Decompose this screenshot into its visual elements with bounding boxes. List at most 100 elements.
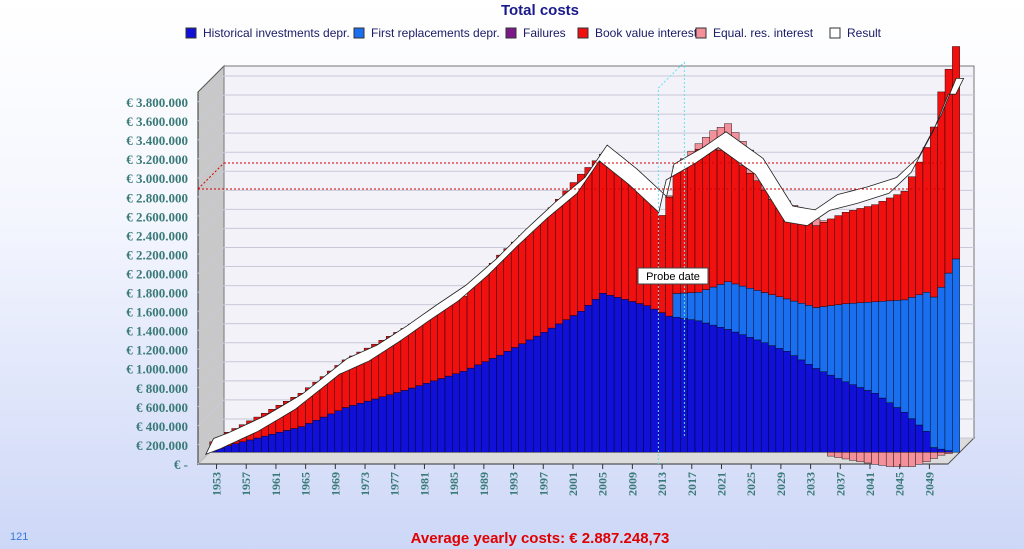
bar-historical-2011 (650, 308, 659, 453)
bar-book-interest-2019 (709, 149, 718, 288)
legend-item-3: Book value interest (577, 26, 698, 40)
bar-historical-1962 (290, 428, 299, 453)
legend-swatch-5 (829, 27, 841, 39)
xtick-label-14: 2009 (625, 472, 639, 496)
legend-swatch-0 (185, 27, 197, 39)
bar-historical-2045 (900, 412, 909, 453)
gridline-diag-4 (197, 361, 225, 389)
bar-book-interest-2039 (856, 208, 865, 303)
bar-book-interest-2042 (878, 201, 887, 302)
legend-swatch-1 (353, 27, 365, 39)
bar-book-interest-1982 (437, 308, 446, 379)
bar-equal-interest-2047 (915, 452, 924, 465)
bar-historical-2010 (643, 305, 652, 453)
bar-historical-2038 (849, 384, 857, 453)
bar-book-interest-2041 (871, 204, 880, 302)
bar-equal-interest-2042 (878, 452, 887, 466)
bar-historical-1988 (481, 361, 490, 453)
bar-replacement-2028 (775, 296, 784, 349)
bar-historical-2007 (621, 299, 630, 453)
ytick-label-12: € 2.400.000 (126, 228, 188, 243)
xtick-label-22: 2041 (863, 472, 877, 496)
bar-replacement-2041 (871, 301, 880, 394)
bar-book-interest-2007 (621, 172, 630, 300)
bar-historical-2047 (915, 424, 924, 453)
bar-book-interest-2045 (900, 191, 909, 301)
bar-historical-2026 (760, 342, 769, 453)
bar-book-interest-1991 (503, 248, 512, 352)
bar-replacement-2029 (783, 298, 791, 352)
bar-replacement-2018 (702, 289, 710, 324)
bar-historical-1983 (444, 375, 453, 453)
bar-replacement-2050 (937, 286, 946, 450)
bar-historical-1982 (437, 378, 446, 453)
bar-book-interest-1986 (466, 287, 475, 369)
legend-label-3: Book value interest (595, 26, 698, 40)
gridline-diag-13 (197, 189, 225, 217)
bar-book-interest-1997 (547, 207, 556, 329)
bar-equal-interest-2048 (922, 452, 931, 463)
bar-book-interest-1981 (430, 312, 438, 382)
bar-historical-1969 (341, 407, 350, 453)
bar-replacement-2037 (841, 303, 850, 383)
legend-label-0: Historical investments depr. (203, 26, 350, 40)
bar-book-interest-1996 (540, 215, 549, 333)
bar-historical-2048 (922, 431, 931, 453)
bar-book-interest-1985 (459, 295, 468, 372)
bar-historical-1998 (555, 323, 563, 453)
bar-historical-1973 (371, 398, 380, 453)
bar-historical-1986 (466, 367, 475, 453)
bar-historical-2030 (790, 355, 799, 453)
bar-book-interest-2005 (606, 160, 615, 296)
bar-historical-1954 (231, 443, 240, 453)
ytick-label-10: € 2.000.000 (126, 266, 188, 281)
bar-replacement-2032 (805, 305, 813, 365)
bar-historical-1993 (518, 343, 527, 453)
probe-date-text: Probe date (646, 271, 700, 283)
ytick-label-3: € 600.000 (136, 400, 188, 415)
bar-historical-2004 (599, 293, 607, 453)
gridline-diag-16 (197, 132, 225, 160)
bar-book-interest-1998 (555, 199, 563, 325)
bar-replacement-2023 (738, 285, 747, 335)
bar-book-interest-1979 (415, 320, 424, 386)
bar-historical-1970 (349, 405, 357, 453)
bar-historical-2002 (584, 305, 593, 453)
xtick-label-8: 1985 (447, 472, 461, 496)
bar-book-interest-2033 (812, 225, 821, 308)
bar-replacement-2025 (753, 290, 762, 341)
bar-historical-1976 (393, 392, 402, 453)
xtick-label-4: 1969 (328, 472, 342, 496)
bar-historical-1956 (246, 439, 255, 453)
ytick-label-18: € 3.600.000 (126, 114, 188, 129)
bar-book-interest-1989 (488, 263, 497, 359)
bar-replacement-2046 (908, 297, 916, 419)
bar-book-interest-1984 (452, 299, 460, 374)
bar-book-interest-2023 (738, 165, 747, 287)
bar-book-interest-2004 (599, 153, 607, 294)
probe-date-label[interactable]: Probe date (637, 267, 709, 285)
bar-equal-interest-2039 (856, 452, 865, 463)
bar-historical-1997 (547, 327, 556, 453)
xtick-label-0: 1953 (210, 472, 224, 496)
bar-book-interest-1995 (533, 222, 541, 337)
bar-book-interest-2010 (643, 195, 652, 306)
bar-historical-1959 (268, 434, 277, 453)
ytick-label-0: € - (174, 457, 188, 472)
bar-replacement-2021 (724, 281, 732, 330)
bar-historical-2022 (731, 331, 740, 453)
bar-replacement-2042 (878, 301, 887, 399)
bar-historical-2035 (827, 374, 835, 453)
bar-book-interest-2008 (628, 179, 637, 302)
legend-item-4: Equal. res. interest (695, 26, 814, 40)
bar-replacement-2016 (687, 292, 696, 320)
bar-replacement-2019 (709, 286, 718, 326)
bar-book-interest-2001 (577, 173, 585, 312)
result-ribbon (204, 78, 965, 456)
xtick-label-7: 1981 (417, 472, 431, 496)
bar-historical-1965 (312, 420, 321, 453)
series-layer (204, 46, 965, 467)
bar-book-interest-2050 (937, 91, 946, 288)
ytick-label-15: € 3.000.000 (126, 171, 188, 186)
bar-historical-1958 (260, 435, 269, 453)
